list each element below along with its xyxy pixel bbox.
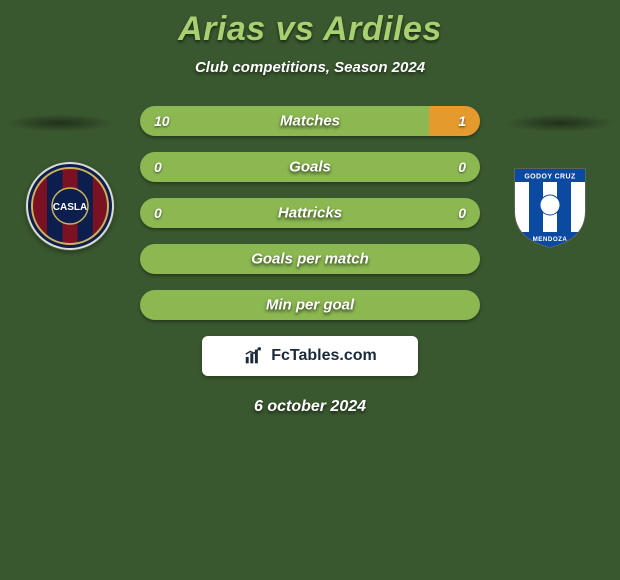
stat-bar: 00Goals — [140, 152, 480, 182]
stat-bars: 101Matches 00Goals 00Hattricks Goals per ma… — [140, 106, 480, 320]
team-crest-right: GODOY CRUZ MENDOZA — [500, 156, 600, 256]
stat-bar: Min per goal — [140, 290, 480, 320]
stat-left-value: 0 — [140, 152, 310, 182]
stat-left-value — [140, 290, 480, 320]
team-crest-left: CASLA — [20, 156, 120, 256]
svg-text:CASLA: CASLA — [53, 202, 87, 213]
brand-link[interactable]: FcTables.com — [202, 336, 418, 376]
page-title: Arias vs Ardiles — [0, 0, 620, 49]
chart-icon — [243, 345, 265, 367]
stat-bar: 00Hattricks — [140, 198, 480, 228]
player-shadow-left — [4, 114, 116, 132]
crest-top-label: GODOY CRUZ — [524, 174, 576, 181]
godoy-cruz-badge-icon: GODOY CRUZ MENDOZA — [505, 161, 595, 251]
stat-bar: 101Matches — [140, 106, 480, 136]
stat-left-value — [140, 244, 480, 274]
player-shadow-right — [504, 114, 616, 132]
date-text: 6 october 2024 — [0, 398, 620, 416]
stat-right-value: 1 — [429, 106, 480, 136]
stat-right-value: 0 — [310, 198, 480, 228]
brand-text: FcTables.com — [271, 347, 377, 365]
stat-left-value: 0 — [140, 198, 310, 228]
crest-bottom-label: MENDOZA — [533, 236, 568, 243]
stat-right-value: 0 — [310, 152, 480, 182]
san-lorenzo-badge-icon: CASLA — [25, 161, 115, 251]
stat-bar: Goals per match — [140, 244, 480, 274]
stat-left-value: 10 — [140, 106, 429, 136]
page-subtitle: Club competitions, Season 2024 — [0, 59, 620, 76]
comparison-arena: CASLA GODOY CRUZ MENDOZA 101Matches00Goa… — [0, 106, 620, 416]
